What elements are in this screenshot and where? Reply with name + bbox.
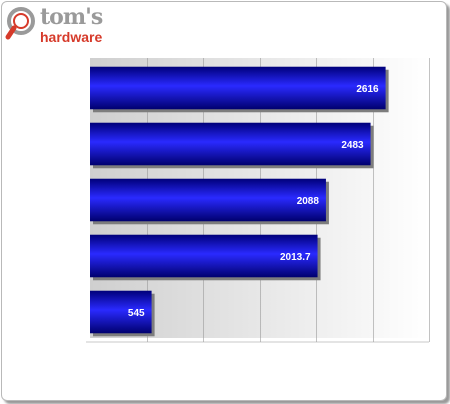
logo-line-toms: tom's [40,4,103,30]
magnifier-icon [5,7,35,40]
logo-line-hardware: hardware [40,29,103,45]
bar-value-label: 2483 [341,140,364,151]
value-labels-group: 2616 2483 2088 2013.7 545 [128,84,379,319]
bar [90,66,386,110]
bar-value-label: 2013.7 [280,252,311,263]
bar [90,178,326,222]
bar-value-label: 545 [128,308,145,319]
bar [90,234,318,278]
bar [90,290,152,334]
bar [90,122,371,166]
bar-value-label: 2088 [297,196,320,207]
bars-group [90,66,389,337]
bar-value-label: 2616 [356,84,379,95]
toms-hardware-logo: tom's hardware [4,4,114,50]
